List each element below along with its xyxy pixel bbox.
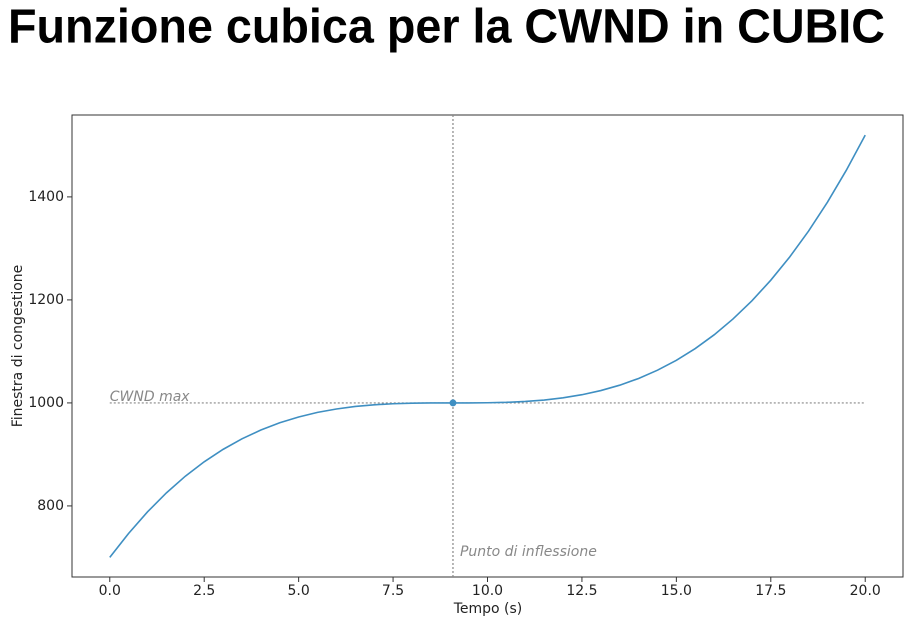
x-tick-label: 7.5 [382,583,404,599]
annotation: Punto di inflessione [460,544,597,560]
inflection-point [449,399,457,407]
series-line [109,134,866,558]
x-tick-label: 2.5 [193,583,215,599]
x-tick-label: 15.0 [661,583,692,599]
y-tick-label: 1200 [28,292,64,308]
plot-frame [71,114,904,578]
x-tick-label: 12.5 [566,583,597,599]
chart-title: Funzione cubica per la CWND in CUBIC [8,1,885,54]
x-tick-label: 5.0 [288,583,310,599]
y-tick-label: 1000 [28,395,64,411]
y-tick-label: 800 [37,498,64,514]
y-tick-label: 1400 [28,189,64,205]
y-axis-label: Finestra di congestione [10,265,26,428]
x-tick-label: 0.0 [99,583,121,599]
x-tick-label: 17.5 [755,583,786,599]
x-tick-label: 10.0 [472,583,503,599]
x-axis-label: Tempo (s) [453,601,523,617]
annotation: CWND max [110,389,191,405]
x-tick-label: 20.0 [850,583,881,599]
